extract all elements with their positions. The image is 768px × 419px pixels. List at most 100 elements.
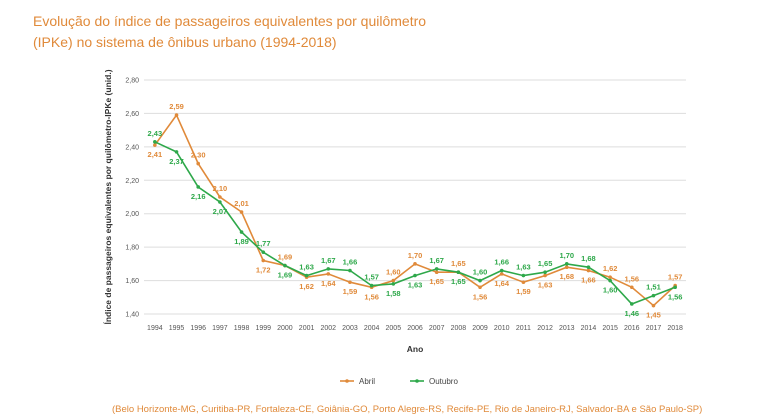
data-point (543, 273, 547, 278)
data-point (673, 285, 677, 290)
x-tick-label: 2001 (299, 325, 315, 332)
data-label: 1,66 (343, 258, 358, 267)
data-point (586, 265, 591, 270)
x-tick-label: 2017 (646, 325, 662, 332)
data-point (651, 303, 656, 308)
x-tick-label: 2008 (451, 325, 467, 332)
data-label: 2,30 (191, 151, 206, 160)
data-point (348, 268, 352, 273)
data-label: 2,07 (213, 207, 228, 216)
data-label: 1,62 (299, 282, 314, 291)
y-tick-label: 2,20 (125, 178, 139, 185)
y-tick-label: 2,00 (125, 211, 139, 218)
y-tick-label: 1,40 (125, 312, 139, 319)
x-tick-label: 2007 (429, 325, 445, 332)
x-tick-label: 2018 (667, 325, 683, 332)
data-label: 1,65 (429, 277, 444, 286)
series-group (153, 113, 677, 308)
data-label: 1,63 (538, 281, 553, 290)
x-tick-label: 1997 (212, 325, 228, 332)
x-tick-label: 2005 (386, 325, 402, 332)
x-tick-label: 2011 (516, 325, 531, 332)
data-label: 2,01 (234, 199, 249, 208)
data-point (413, 262, 417, 266)
x-tick-label: 2009 (472, 325, 488, 332)
data-label: 1,64 (321, 279, 336, 288)
x-tick-label: 2010 (494, 325, 510, 332)
y-tick-label: 1,60 (125, 278, 139, 285)
data-label: 1,57 (668, 273, 683, 282)
data-label: 1,56 (364, 292, 379, 301)
y-axis-label: Índice de passageiros equivalentes por q… (103, 69, 113, 324)
data-point (521, 273, 526, 278)
y-tick-label: 1,80 (125, 245, 139, 252)
data-point (456, 270, 461, 275)
data-label: 1,69 (278, 271, 293, 280)
data-point (153, 143, 157, 147)
data-point (261, 258, 266, 263)
data-label: 1,69 (278, 253, 293, 262)
data-point (586, 268, 591, 273)
data-point (521, 280, 526, 285)
x-tick-label: 2004 (364, 325, 380, 332)
data-point (153, 140, 157, 144)
data-label: 1,72 (256, 266, 271, 275)
data-point (391, 282, 396, 286)
x-tick-label: 1995 (169, 325, 185, 332)
data-label: 1,89 (234, 237, 249, 246)
y-tick-label: 2,60 (125, 111, 139, 118)
data-label: 2,59 (169, 102, 184, 111)
data-label: 1,60 (473, 268, 488, 277)
data-point (434, 267, 439, 271)
data-point (218, 195, 222, 199)
data-label: 2,10 (213, 184, 228, 193)
data-point (630, 302, 634, 306)
data-label: 1,77 (256, 239, 271, 248)
data-label: 1,65 (451, 259, 466, 268)
data-label: 1,58 (386, 289, 401, 298)
data-label: 1,66 (494, 258, 509, 267)
data-point (239, 210, 244, 214)
data-label: 1,59 (516, 287, 531, 296)
data-label: 1,60 (386, 268, 401, 277)
data-label: 1,66 (581, 276, 596, 285)
legend: Abril Outubro (340, 377, 458, 386)
data-point (608, 275, 612, 280)
x-axis-label: Ano (407, 344, 424, 354)
data-point (478, 285, 482, 290)
data-label: 1,68 (581, 254, 596, 263)
data-label: 1,62 (603, 264, 618, 273)
data-label: 1,70 (559, 251, 574, 260)
data-point (391, 278, 396, 283)
x-axis-ticks: 1994 1995 1996 1997 1998 1999 2000 2001 2002 2003… (147, 325, 683, 332)
data-label: 1,59 (343, 287, 358, 296)
data-point (499, 272, 504, 276)
x-tick-label: 1996 (190, 325, 206, 332)
data-point (261, 250, 266, 254)
grid-lines (144, 79, 686, 315)
x-tick-label: 2002 (320, 325, 336, 332)
data-point (304, 273, 309, 278)
x-tick-label: 2000 (277, 325, 293, 332)
x-tick-label: 2013 (559, 325, 575, 332)
data-point (630, 285, 634, 290)
data-point (174, 150, 179, 154)
x-tick-label: 2015 (602, 325, 618, 332)
x-tick-label: 2016 (624, 325, 640, 332)
data-point (283, 263, 287, 268)
data-label: 1,67 (321, 256, 336, 265)
x-tick-label: 2006 (407, 325, 423, 332)
data-label: 1,46 (624, 309, 639, 318)
data-point (564, 262, 569, 266)
data-point (239, 230, 244, 234)
y-axis-ticks: 1,40 1,60 1,80 2,00 2,20 2,40 2,60 2,80 (125, 78, 139, 319)
data-label: 1,63 (299, 263, 314, 272)
legend-label: Outubro (429, 377, 458, 386)
data-point (218, 200, 222, 204)
data-label: 2,16 (191, 192, 206, 201)
data-label: 1,63 (408, 281, 423, 290)
data-point (499, 268, 504, 273)
data-label: 2,37 (169, 157, 184, 166)
legend-label: Abril (359, 377, 375, 386)
